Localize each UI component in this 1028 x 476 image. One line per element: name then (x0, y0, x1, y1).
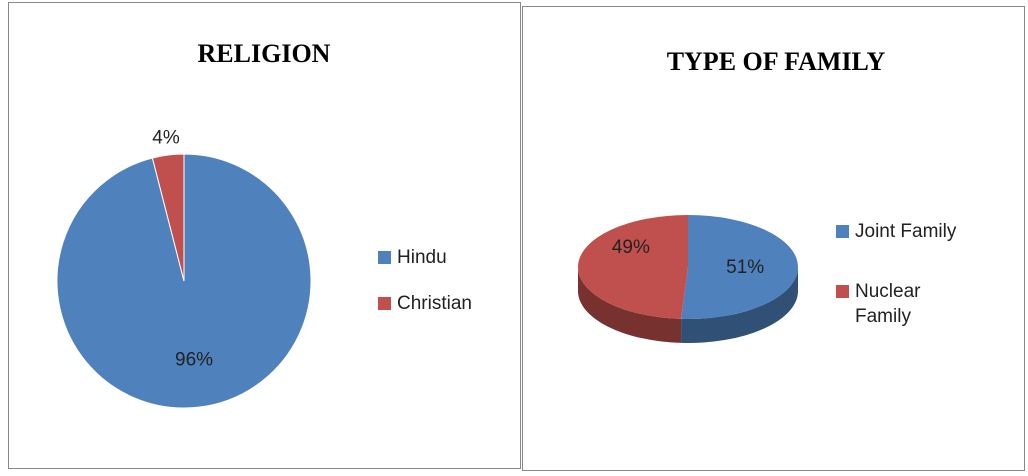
pie-side (578, 267, 682, 343)
pie-slice (577, 215, 688, 319)
pie-slice (151, 153, 185, 282)
chart-title: TYPE OF FAMILY (667, 47, 886, 76)
chart-title: RELIGION (198, 39, 331, 68)
legend-label: Hindu (397, 247, 447, 268)
data-label: 51% (726, 257, 764, 278)
legend-swatch (378, 251, 391, 264)
legend-swatch (836, 225, 849, 238)
data-label: 49% (612, 237, 650, 258)
data-label: 96% (175, 349, 213, 370)
legend-label: Nuclear Family (855, 281, 921, 327)
pie-side (681, 267, 798, 343)
pie-slice (681, 215, 798, 319)
data-label: 4% (152, 128, 180, 149)
legend-swatch (836, 285, 849, 298)
legend-swatch (378, 297, 391, 310)
legend-label: Joint Family (855, 221, 957, 242)
legend-label: Christian (397, 293, 472, 314)
